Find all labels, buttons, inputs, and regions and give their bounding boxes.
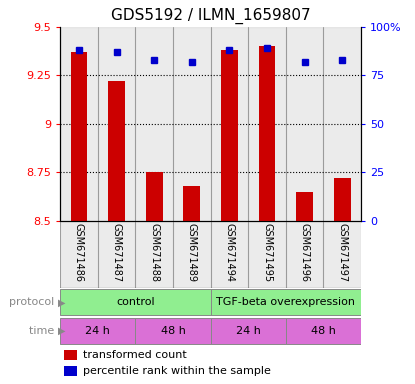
Text: 24 h: 24 h bbox=[236, 326, 261, 336]
Bar bbox=[323, 221, 361, 288]
Bar bbox=[64, 366, 77, 376]
Text: TGF-beta overexpression: TGF-beta overexpression bbox=[216, 297, 355, 308]
Text: GSM671487: GSM671487 bbox=[112, 223, 122, 282]
Text: GSM671489: GSM671489 bbox=[187, 223, 197, 282]
Bar bbox=[296, 192, 313, 221]
Bar bbox=[60, 221, 98, 288]
Bar bbox=[64, 351, 77, 360]
Text: GSM671496: GSM671496 bbox=[300, 223, 310, 282]
Text: percentile rank within the sample: percentile rank within the sample bbox=[83, 366, 271, 376]
Bar bbox=[259, 46, 276, 221]
Text: 48 h: 48 h bbox=[311, 326, 336, 336]
Text: GSM671497: GSM671497 bbox=[337, 223, 347, 282]
Bar bbox=[211, 27, 248, 221]
Bar bbox=[60, 318, 135, 344]
Bar bbox=[146, 172, 163, 221]
Title: GDS5192 / ILMN_1659807: GDS5192 / ILMN_1659807 bbox=[111, 8, 310, 24]
Text: GSM671486: GSM671486 bbox=[74, 223, 84, 282]
Bar bbox=[248, 27, 286, 221]
Bar bbox=[211, 221, 248, 288]
Bar bbox=[323, 27, 361, 221]
Text: 48 h: 48 h bbox=[161, 326, 186, 336]
Bar bbox=[135, 27, 173, 221]
Text: ▶: ▶ bbox=[58, 326, 66, 336]
Bar bbox=[98, 27, 135, 221]
Bar bbox=[135, 221, 173, 288]
Bar bbox=[286, 318, 361, 344]
Text: GSM671495: GSM671495 bbox=[262, 223, 272, 282]
Bar bbox=[60, 27, 98, 221]
Bar bbox=[286, 27, 323, 221]
Bar bbox=[211, 290, 361, 315]
Bar bbox=[135, 318, 210, 344]
Bar bbox=[334, 178, 351, 221]
Text: 24 h: 24 h bbox=[85, 326, 110, 336]
Text: GSM671488: GSM671488 bbox=[149, 223, 159, 282]
Bar bbox=[183, 186, 200, 221]
Text: time: time bbox=[29, 326, 58, 336]
Text: protocol: protocol bbox=[10, 297, 58, 308]
Text: GSM671494: GSM671494 bbox=[225, 223, 234, 282]
Bar bbox=[211, 318, 286, 344]
Bar bbox=[173, 221, 210, 288]
Bar bbox=[173, 27, 210, 221]
Bar bbox=[221, 50, 238, 221]
Bar bbox=[60, 290, 211, 315]
Bar bbox=[108, 81, 125, 221]
Bar bbox=[71, 52, 88, 221]
Bar bbox=[286, 221, 323, 288]
Text: control: control bbox=[116, 297, 155, 308]
Text: transformed count: transformed count bbox=[83, 350, 187, 360]
Text: ▶: ▶ bbox=[58, 297, 66, 308]
Bar bbox=[248, 221, 286, 288]
Bar bbox=[98, 221, 135, 288]
